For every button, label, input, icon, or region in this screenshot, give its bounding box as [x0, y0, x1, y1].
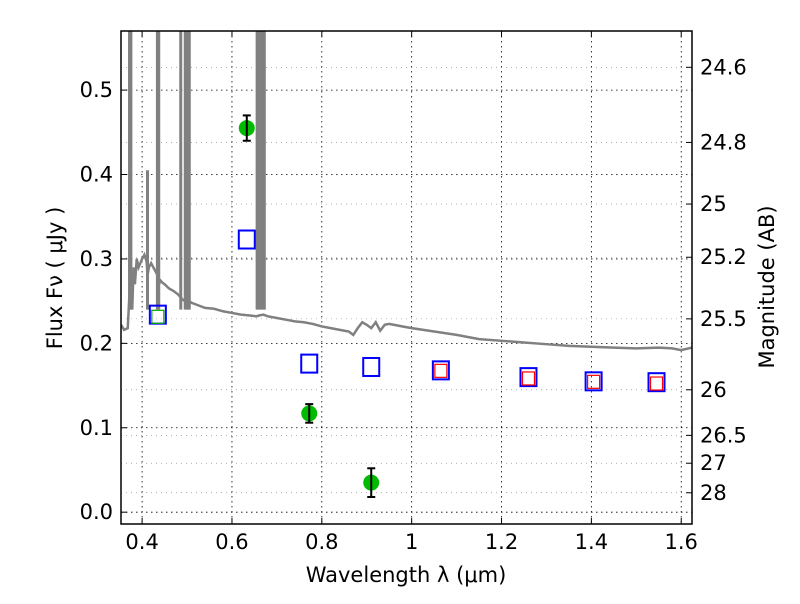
photometry-square — [237, 229, 256, 250]
photometry-square — [647, 372, 666, 393]
right-axis-label: Magnitude (AB) — [755, 205, 779, 368]
right-tick-label: 24.6 — [700, 55, 747, 79]
x-tick-label: 1.2 — [485, 530, 518, 554]
inner-square — [434, 363, 448, 378]
plot-content — [121, 31, 692, 498]
y-tick-label: 0.3 — [80, 247, 113, 271]
x-tick-label: 0.4 — [125, 530, 158, 554]
x-tick-label: 1.6 — [665, 530, 698, 554]
y-tick-label: 0.4 — [80, 163, 113, 187]
photometry-square — [431, 360, 450, 381]
right-tick-label: 26.5 — [700, 423, 747, 447]
photometry-square — [300, 353, 319, 374]
right-tick-label: 24.8 — [700, 130, 747, 154]
photometry-square — [519, 367, 538, 388]
spectrum-line — [121, 251, 692, 352]
photometry-square — [584, 371, 603, 392]
x-tick-label: 0.8 — [305, 530, 338, 554]
right-tick-label: 28 — [700, 481, 727, 505]
y-axis-label: Flux Fν ( μJy ) — [43, 207, 67, 350]
right-tick-label: 25 — [700, 192, 727, 216]
right-tick-label: 26 — [700, 378, 727, 402]
y-tick-label: 0.2 — [80, 331, 113, 355]
right-axis: 24.6 24.8 25 25.2 25.5 26 26.5 27 28 — [686, 55, 747, 505]
x-tick-label: 0.6 — [215, 530, 248, 554]
inner-square — [151, 309, 165, 324]
inner-square — [521, 371, 536, 386]
y-axis: 0.0 0.1 0.2 0.3 0.4 0.5 — [80, 78, 127, 524]
photometry-square — [362, 356, 381, 377]
x-tick-label: 1.4 — [575, 530, 608, 554]
x-axis: 0.4 0.6 0.8 1 1.2 1.4 1.6 — [125, 31, 698, 554]
inner-square — [587, 374, 601, 389]
grid — [121, 31, 692, 524]
inner-square — [649, 376, 664, 391]
y-tick-label: 0.1 — [80, 416, 113, 440]
x-tick-label: 1 — [405, 530, 418, 554]
right-tick-label: 25.2 — [700, 245, 747, 269]
axes-frame — [120, 30, 693, 525]
y-tick-label: 0.0 — [80, 500, 113, 524]
plot-area — [121, 31, 692, 498]
y-tick-label: 0.5 — [80, 78, 113, 102]
right-tick-label: 25.5 — [700, 307, 747, 331]
right-tick-label: 27 — [700, 451, 727, 475]
x-axis-label: Wavelength λ (μm) — [306, 563, 507, 587]
